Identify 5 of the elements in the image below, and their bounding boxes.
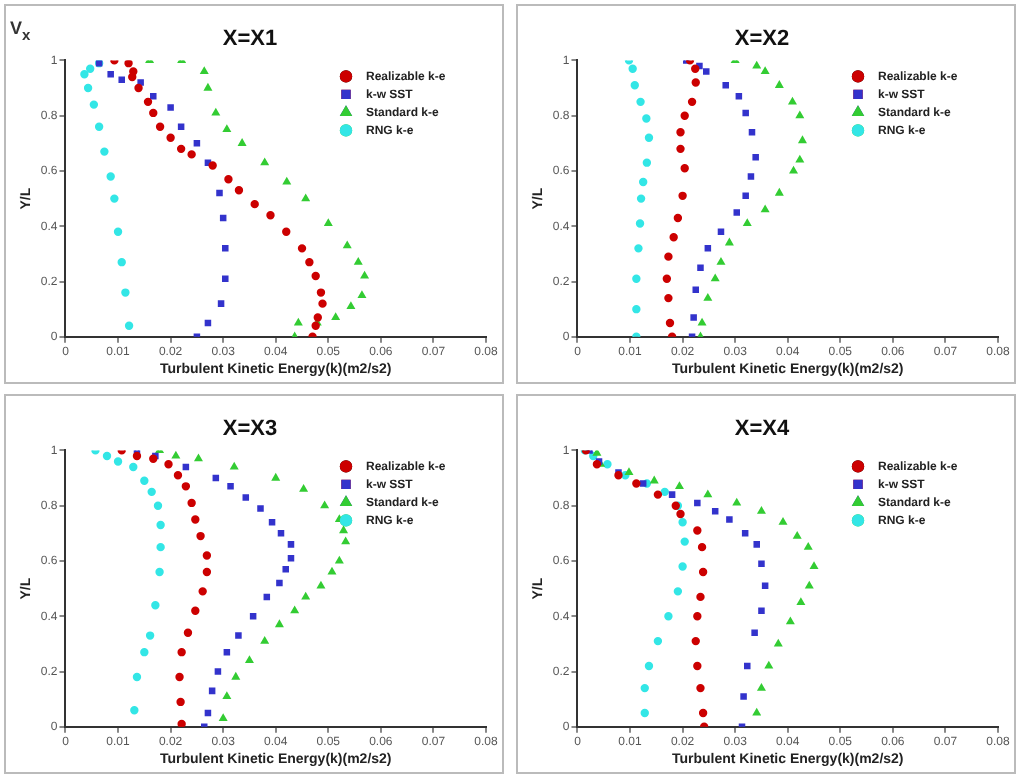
text: V$_{x}$ — [10, 18, 31, 44]
chart-title: X=X4 — [734, 417, 791, 442]
chart-title: X=X3 — [222, 417, 278, 442]
chart-title: X=X2 — [734, 27, 790, 52]
chart-title: X=X1 — [222, 27, 278, 52]
